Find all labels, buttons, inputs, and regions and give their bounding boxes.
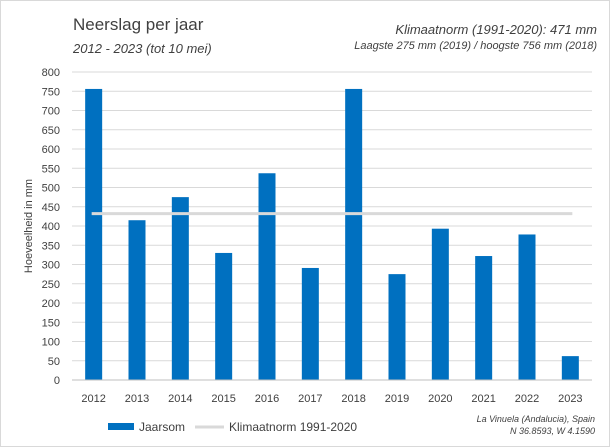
x-tick-label: 2017: [298, 393, 322, 405]
y-tick-label: 700: [42, 106, 60, 118]
climate-norm-text: Klimaatnorm (1991-2020): 471 mm: [395, 22, 597, 37]
bar-2015: [215, 252, 233, 380]
x-tick-label: 2014: [168, 393, 192, 405]
y-tick-label: 100: [42, 337, 60, 349]
y-axis-label: Hoeveelheid in mm: [23, 179, 35, 273]
bar-2013: [128, 220, 146, 380]
x-tick-label: 2019: [385, 393, 409, 405]
x-tick-label: 2021: [471, 393, 495, 405]
x-tick-label: 2012: [81, 393, 105, 405]
gridlines: [72, 71, 592, 362]
x-tick-label: 2016: [255, 393, 279, 405]
bar-2020: [431, 228, 449, 380]
bar-2012: [85, 88, 103, 380]
y-tick-label: 650: [42, 125, 60, 137]
y-tick-label: 450: [42, 202, 60, 214]
y-tick-label: 0: [54, 375, 60, 387]
legend: Jaarsom Klimaatnorm 1991-2020: [108, 420, 357, 434]
x-tick-label: 2018: [341, 393, 365, 405]
legend-swatch-jaarsom: [108, 423, 134, 430]
chart-subtitle: 2012 - 2023 (tot 10 mei): [73, 41, 212, 56]
location-line-2: N 36.8593, W 4.1590: [509, 426, 595, 436]
x-tick-label: 2013: [125, 393, 149, 405]
location-line-1: La Vinuela (Andalucia), Spain: [476, 414, 595, 424]
bar-2021: [475, 256, 493, 380]
legend-label-klimaatnorm: Klimaatnorm 1991-2020: [229, 420, 357, 434]
min-max-text: Laagste 275 mm (2019) / hoogste 756 mm (…: [354, 40, 597, 52]
bar-2022: [518, 234, 536, 380]
x-tick-label: 2015: [211, 393, 235, 405]
x-tick-label: 2022: [515, 393, 539, 405]
bars: [85, 88, 579, 380]
y-tick-label: 600: [42, 144, 60, 156]
y-tick-label: 150: [42, 317, 60, 329]
y-tick-label: 250: [42, 279, 60, 291]
bar-2023: [561, 356, 579, 380]
chart-title: Neerslag per jaar: [73, 15, 204, 34]
bar-2016: [258, 173, 276, 380]
x-tick-label: 2020: [428, 393, 452, 405]
legend-label-jaarsom: Jaarsom: [139, 420, 185, 434]
x-axis-ticks: 2012 2013 2014 2015 2016 2017 2018 2019 2020 2021…: [81, 393, 582, 405]
bar-2019: [388, 274, 406, 380]
y-axis-ticks: 0 50 100 150 200 250 300 350 400 450 500 550 600 650 7…: [42, 67, 60, 387]
bar-2014: [171, 197, 189, 380]
bar-2018: [345, 88, 363, 380]
y-tick-label: 300: [42, 260, 60, 272]
x-tick-label: 2023: [558, 393, 582, 405]
location-note: La Vinuela (Andalucia), Spain N 36.8593,…: [477, 413, 595, 437]
y-tick-label: 500: [42, 183, 60, 195]
y-tick-label: 350: [42, 240, 60, 252]
y-tick-label: 50: [48, 356, 60, 368]
y-tick-label: 750: [42, 86, 60, 98]
y-tick-label: 200: [42, 298, 60, 310]
y-tick-label: 550: [42, 163, 60, 175]
y-tick-label: 800: [42, 67, 60, 79]
bar-2017: [301, 267, 319, 380]
y-tick-label: 400: [42, 221, 60, 233]
